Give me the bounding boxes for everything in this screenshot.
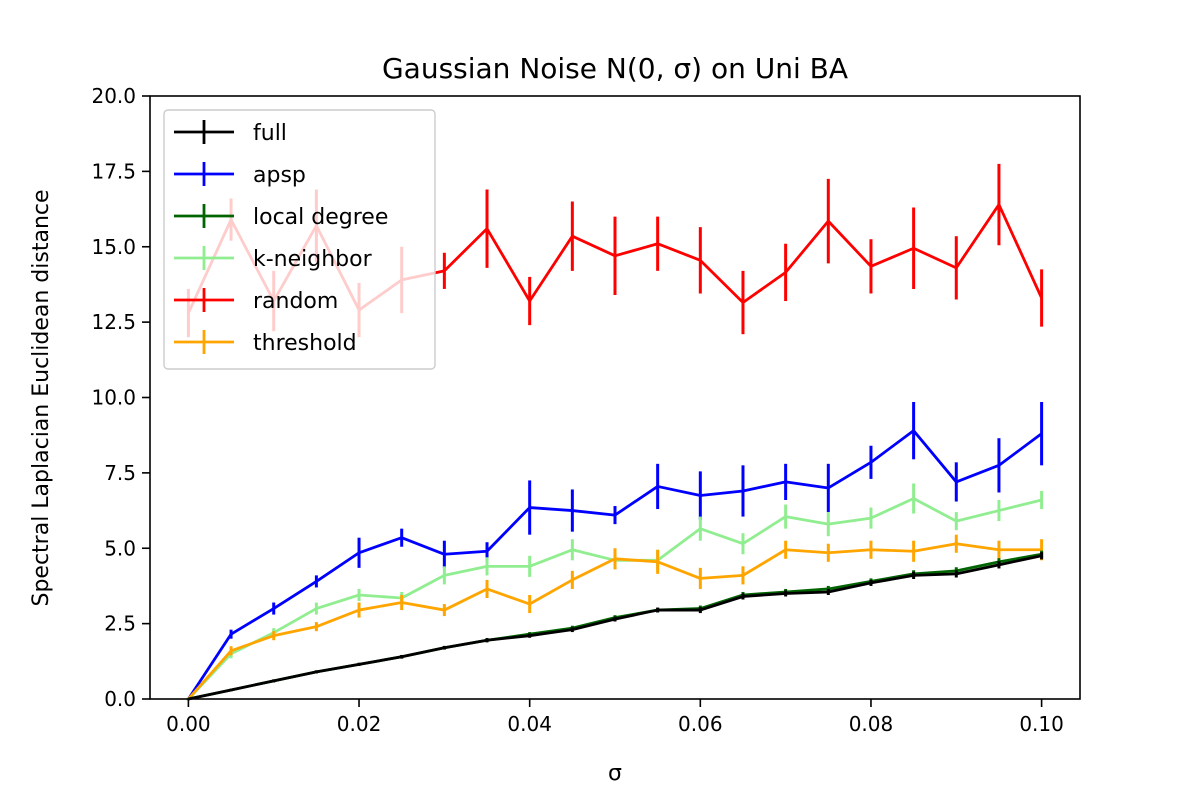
axes: 0.00 0.02 0.04 0.06 0.08 0.10 0.0 2.5 5.0 7.5 10.0… — [91, 84, 1063, 736]
legend-item-k-neighbor: k-neighbor — [174, 246, 373, 272]
y-tick-label: 2.5 — [104, 612, 136, 636]
series-threshold — [186, 534, 1044, 701]
x-axis-label: σ — [608, 761, 622, 786]
x-tick-label: 0.00 — [166, 712, 211, 736]
y-tick-label: 12.5 — [91, 310, 136, 334]
y-tick-label: 7.5 — [104, 461, 136, 485]
series-line-threshold — [187, 542, 1042, 700]
legend-item-local-degree: local degree — [174, 204, 388, 230]
x-tick-label: 0.06 — [678, 712, 723, 736]
x-tick-label: 0.10 — [1019, 712, 1064, 736]
y-tick-label: 17.5 — [91, 159, 136, 183]
y-tick-label: 0.0 — [104, 687, 136, 711]
series-line-apsp — [187, 429, 1043, 700]
x-tick-label: 0.02 — [337, 712, 382, 736]
chart-title: Gaussian Noise N(0, σ) on Uni BA — [382, 52, 848, 85]
y-axis-label: Spectral Laplacian Euclidean distance — [29, 189, 54, 606]
legend-label-full: full — [253, 121, 287, 146]
y-tick-label: 5.0 — [104, 536, 136, 560]
y-tick-label: 15.0 — [91, 235, 136, 259]
legend-label-apsp: apsp — [253, 163, 306, 188]
y-tick-label: 10.0 — [91, 386, 136, 410]
legend-item-full: full — [174, 120, 287, 146]
legend-label-random: random — [253, 289, 338, 314]
legend-label-k-neighbor: k-neighbor — [253, 247, 373, 272]
series-line-k-neighbor — [187, 497, 1042, 700]
legend-item-random: random — [174, 288, 338, 314]
series-line-full — [188, 554, 1042, 701]
legend-label-local-degree: local degree — [253, 205, 388, 230]
legend-label-threshold: threshold — [253, 331, 357, 356]
x-tick-label: 0.08 — [849, 712, 894, 736]
y-tick-label: 20.0 — [91, 84, 136, 108]
legend: full apsp local degree k-neighbor random thre… — [163, 109, 436, 370]
series-full — [186, 552, 1044, 701]
x-tick-label: 0.04 — [507, 712, 552, 736]
legend-item-threshold: threshold — [174, 330, 357, 356]
legend-item-apsp: apsp — [174, 162, 306, 188]
